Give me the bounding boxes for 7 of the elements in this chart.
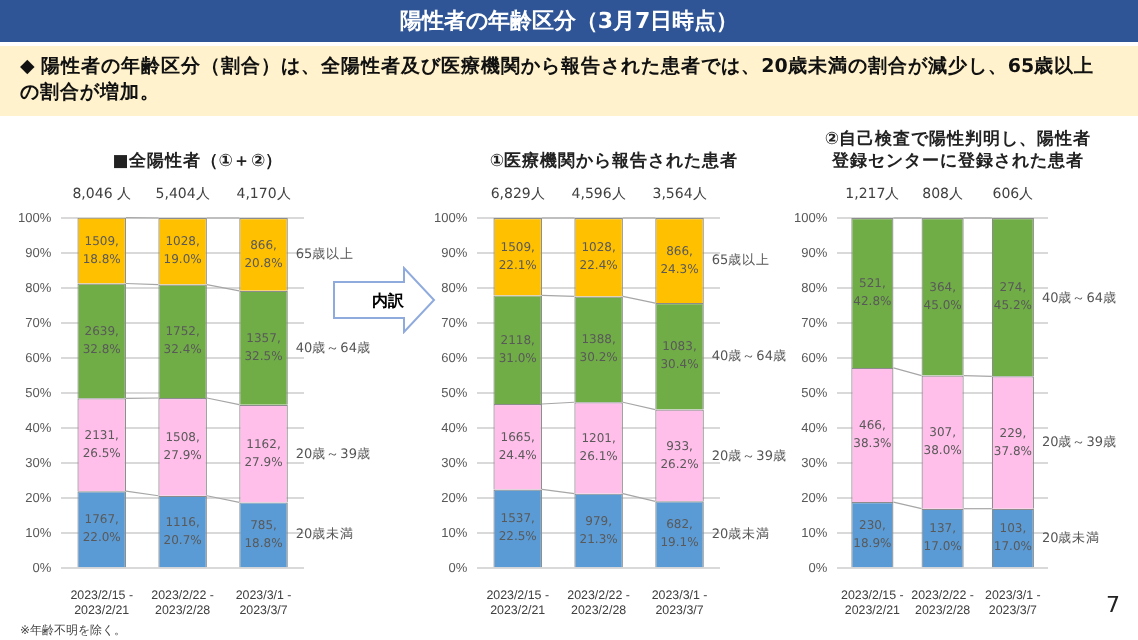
text: 7 xyxy=(1106,592,1120,618)
chart-title: ②自己検査で陽性判明し、陽性者登録センターに登録された患者 xyxy=(822,130,1094,174)
chart-title: ■全陽性者（①＋②） xyxy=(112,152,284,174)
chart-title: ①医療機関から報告された患者 xyxy=(489,152,739,174)
text: ◆ 陽性者の年齢区分（割合）は、全陽性者及び医療機関から報告された患者では、20歳未満の割合が減少し、65歳以上の割合が増加。 xyxy=(0,46,1138,116)
text: 陽性者の年齢区分（3月7日時点） xyxy=(0,0,1138,42)
text: 内訳 xyxy=(370,290,406,312)
